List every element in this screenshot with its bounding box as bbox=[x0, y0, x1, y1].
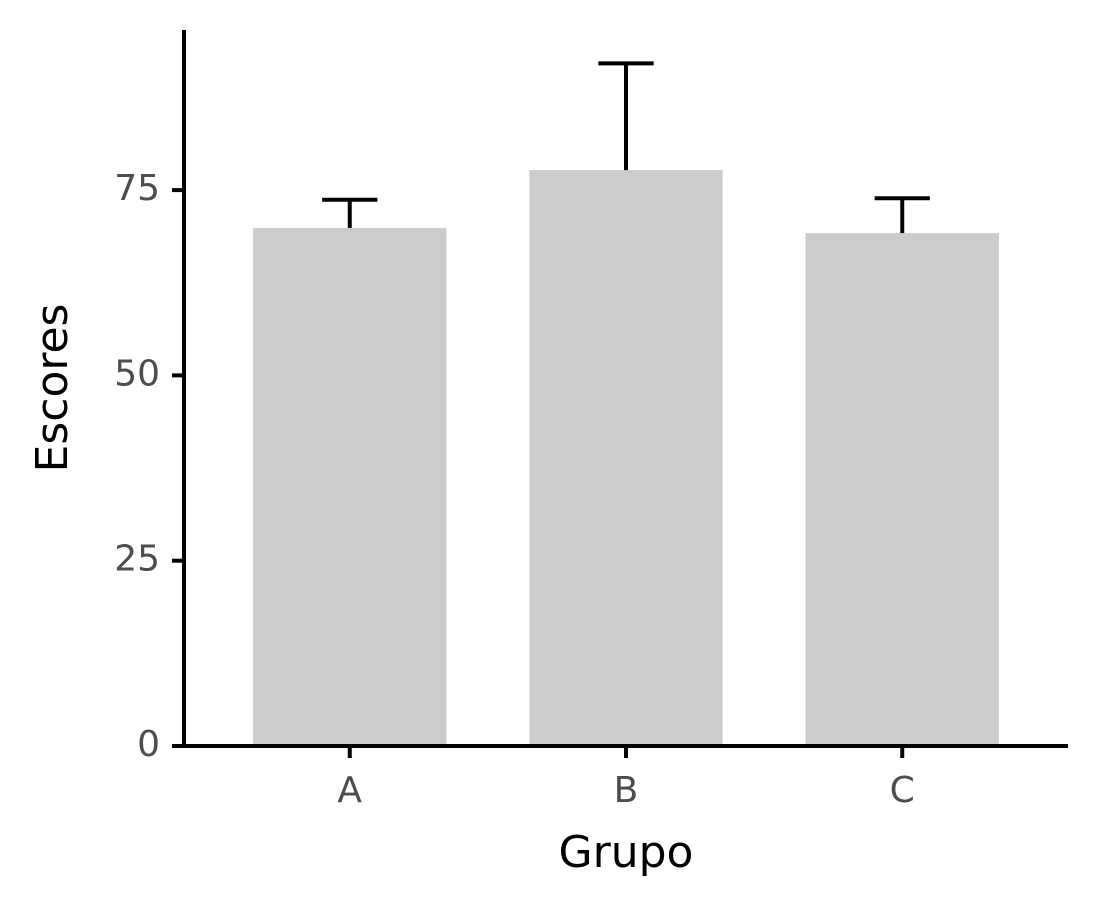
bar bbox=[253, 227, 447, 746]
bar bbox=[805, 233, 999, 747]
y-tick-label: 0 bbox=[137, 724, 160, 765]
x-tick-label: C bbox=[890, 770, 915, 811]
y-tick-label: 75 bbox=[114, 168, 160, 209]
x-tick-label: A bbox=[337, 770, 362, 811]
y-axis-title: Escores bbox=[27, 304, 78, 473]
error-bar bbox=[322, 197, 378, 228]
error-bar bbox=[598, 61, 654, 171]
error-bar bbox=[874, 196, 930, 234]
y-tick-label: 25 bbox=[114, 539, 160, 580]
x-tick-label: B bbox=[614, 770, 639, 811]
x-axis-title: Grupo bbox=[559, 827, 694, 878]
y-tick-label: 50 bbox=[114, 353, 160, 394]
bar bbox=[529, 170, 723, 746]
